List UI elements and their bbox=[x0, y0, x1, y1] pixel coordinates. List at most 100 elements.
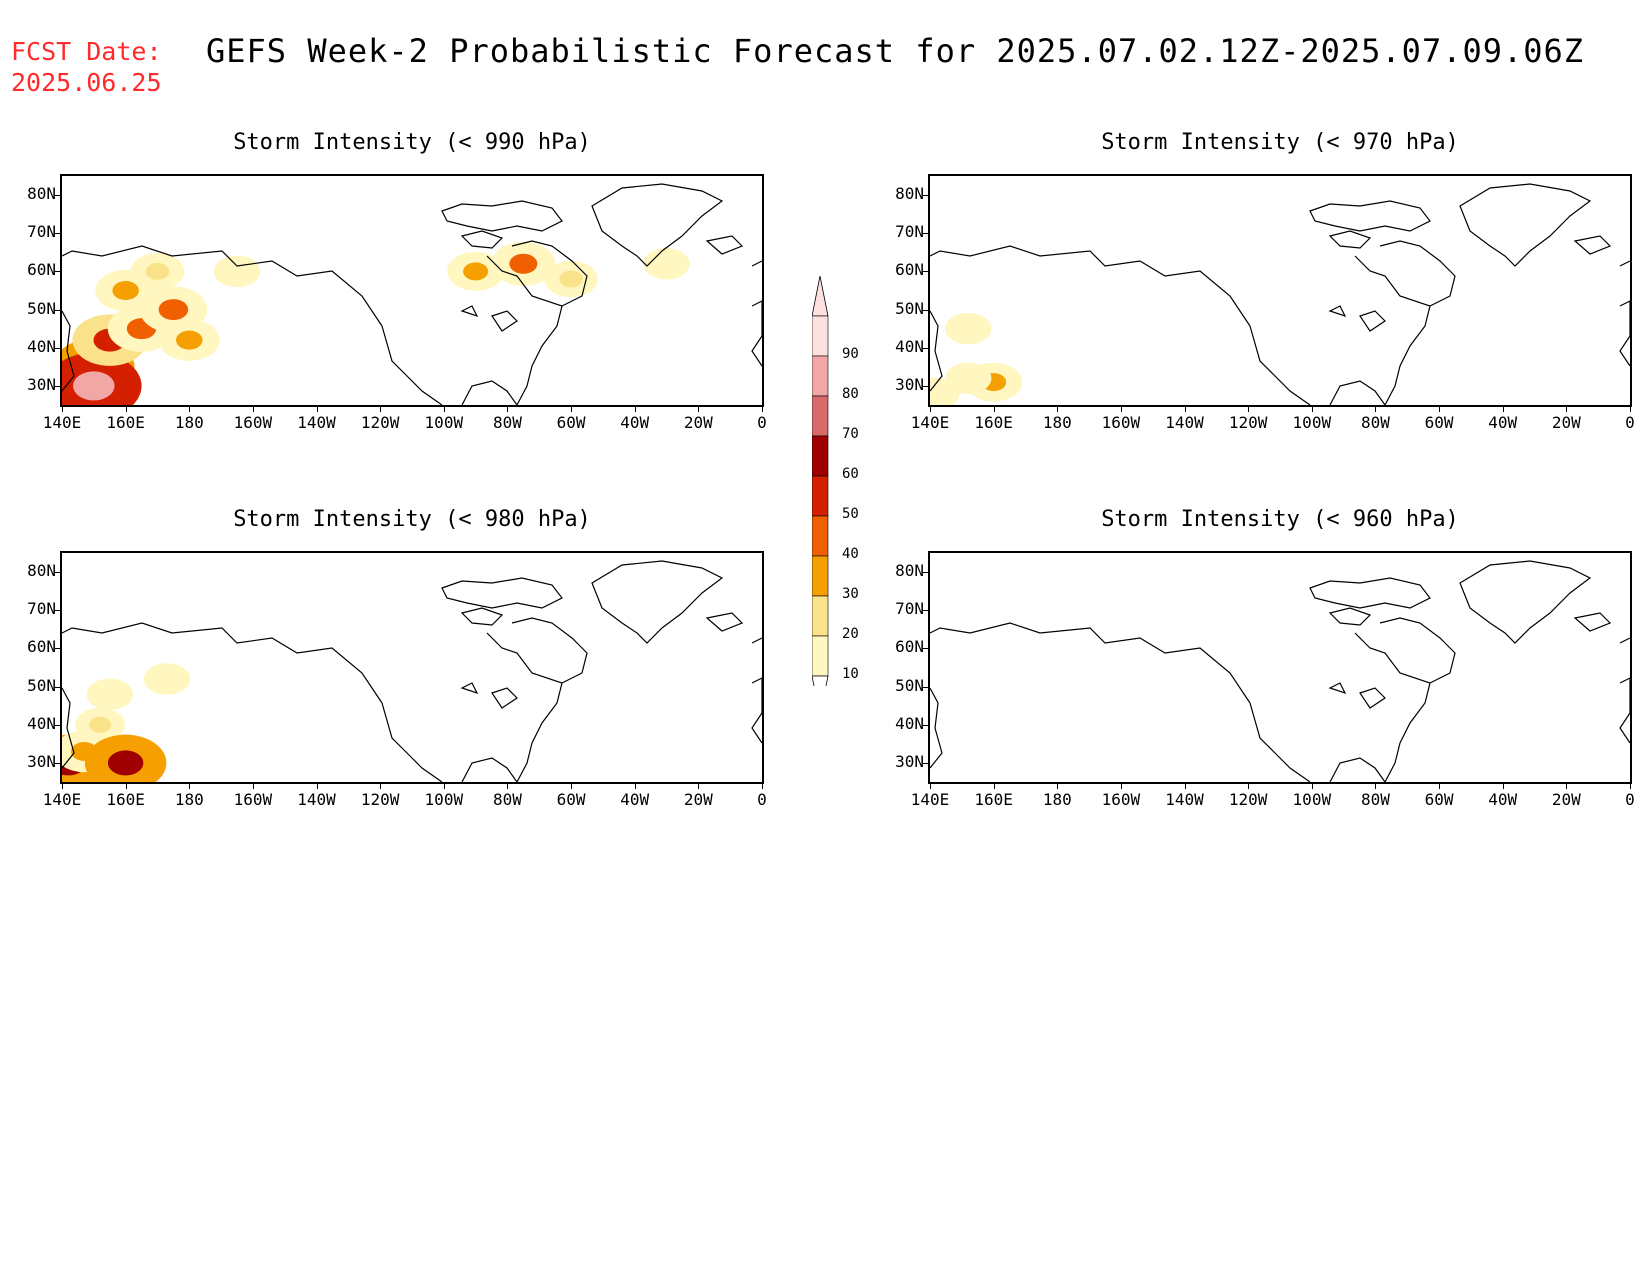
y-tick-mark bbox=[923, 648, 928, 650]
coastline bbox=[491, 310, 518, 332]
x-tick-mark bbox=[1439, 784, 1441, 789]
x-tick-label: 40W bbox=[620, 790, 650, 809]
x-tick-label: 80W bbox=[1361, 413, 1390, 432]
y-tick-label: 60N bbox=[27, 260, 56, 280]
colorbar-label: 10 bbox=[842, 666, 859, 682]
y-tick-mark bbox=[55, 271, 60, 273]
y-tick-mark bbox=[923, 233, 928, 235]
colorbar-label: 20 bbox=[842, 626, 859, 642]
x-tick-mark bbox=[1502, 784, 1504, 789]
coastline bbox=[705, 235, 744, 255]
coastline bbox=[1459, 560, 1592, 644]
x-tick-mark bbox=[125, 407, 127, 412]
coastline bbox=[441, 577, 563, 609]
x-tick-label: 40W bbox=[1488, 790, 1518, 809]
x-tick-mark bbox=[443, 784, 445, 789]
map-svg bbox=[62, 560, 762, 782]
x-tick-label: 20W bbox=[683, 413, 713, 432]
x-tick-mark bbox=[634, 784, 636, 789]
probability-area-core bbox=[463, 262, 489, 281]
colorbar-label: 80 bbox=[842, 386, 859, 402]
y-tick-mark bbox=[923, 347, 928, 349]
colorbar-label: 70 bbox=[842, 426, 859, 442]
y-tick-label: 80N bbox=[895, 184, 924, 204]
x-tick-mark bbox=[316, 784, 318, 789]
map-plot-area bbox=[928, 551, 1632, 784]
x-tick-label: 180 bbox=[174, 790, 204, 809]
y-tick-label: 60N bbox=[895, 637, 924, 657]
probability-area-core bbox=[112, 281, 139, 300]
coastline bbox=[1573, 612, 1612, 632]
colorbar-segment bbox=[811, 475, 829, 517]
y-tick-mark bbox=[923, 309, 928, 311]
y-tick-mark bbox=[923, 762, 928, 764]
probability-area-core bbox=[226, 263, 248, 279]
forecast-date: FCST Date: 2025.06.25 bbox=[11, 36, 162, 98]
x-tick-mark bbox=[1311, 784, 1313, 789]
x-tick-mark bbox=[1311, 407, 1313, 412]
colorbar-label: 50 bbox=[842, 506, 859, 522]
x-tick-label: 20W bbox=[1551, 790, 1581, 809]
probability-area-core bbox=[73, 371, 115, 401]
x-tick-mark bbox=[1057, 407, 1059, 412]
probability-area-core bbox=[89, 716, 112, 733]
probability-area-core bbox=[656, 256, 677, 272]
coastline bbox=[1328, 682, 1347, 695]
fcst-date: 2025.06.25 bbox=[11, 68, 162, 97]
probability-area-core bbox=[930, 386, 947, 402]
x-tick-mark bbox=[1566, 784, 1568, 789]
map-plot-area bbox=[60, 551, 764, 784]
y-tick-label: 80N bbox=[27, 561, 56, 581]
y-tick-label: 30N bbox=[895, 751, 924, 771]
y-tick-label: 70N bbox=[27, 222, 56, 242]
coastline bbox=[1309, 200, 1431, 232]
colorbar-segment bbox=[811, 315, 829, 357]
y-tick-label: 50N bbox=[895, 675, 924, 695]
x-tick-mark bbox=[698, 407, 700, 412]
x-tick-mark bbox=[571, 784, 573, 789]
x-tick-mark bbox=[571, 407, 573, 412]
coastline bbox=[705, 612, 744, 632]
x-tick-mark bbox=[1375, 784, 1377, 789]
coastline bbox=[62, 622, 383, 704]
x-tick-label: 0 bbox=[1625, 413, 1635, 432]
probability-area-core bbox=[158, 299, 189, 321]
coastline bbox=[441, 200, 563, 232]
coastline bbox=[461, 380, 518, 405]
colorbar-label: 90 bbox=[842, 346, 859, 362]
coastline bbox=[381, 702, 443, 782]
coastline bbox=[1379, 240, 1456, 307]
colorbar-bottom-arrow bbox=[811, 675, 829, 717]
coastline bbox=[930, 245, 1251, 327]
coastline bbox=[1354, 632, 1431, 782]
x-tick-label: 100W bbox=[424, 790, 464, 809]
x-tick-label: 160E bbox=[106, 413, 145, 432]
x-tick-mark bbox=[62, 407, 63, 412]
y-tick-label: 60N bbox=[27, 637, 56, 657]
probability-area-core bbox=[957, 370, 979, 386]
y-tick-label: 40N bbox=[895, 713, 924, 733]
x-tick-label: 40W bbox=[620, 413, 650, 432]
x-tick-label: 80W bbox=[493, 790, 522, 809]
x-tick-label: 160E bbox=[106, 790, 145, 809]
y-tick-label: 40N bbox=[27, 336, 56, 356]
x-tick-label: 140E bbox=[42, 790, 82, 809]
x-tick-mark bbox=[252, 784, 254, 789]
x-tick-label: 60W bbox=[1424, 790, 1454, 809]
x-tick-mark bbox=[62, 784, 63, 789]
y-tick-label: 40N bbox=[895, 336, 924, 356]
x-tick-mark bbox=[930, 784, 931, 789]
x-tick-mark bbox=[252, 407, 254, 412]
y-tick-mark bbox=[55, 233, 60, 235]
y-tick-label: 70N bbox=[895, 599, 924, 619]
x-tick-mark bbox=[507, 407, 509, 412]
fcst-label: FCST Date: bbox=[11, 37, 162, 66]
x-tick-label: 180 bbox=[174, 413, 204, 432]
coastline bbox=[1328, 607, 1372, 626]
panel-title: Storm Intensity (< 960 hPa) bbox=[1101, 507, 1459, 532]
x-tick-label: 0 bbox=[757, 413, 767, 432]
y-tick-label: 30N bbox=[895, 374, 924, 394]
y-tick-label: 70N bbox=[27, 599, 56, 619]
coastline bbox=[486, 632, 563, 782]
x-tick-label: 120W bbox=[360, 413, 400, 432]
